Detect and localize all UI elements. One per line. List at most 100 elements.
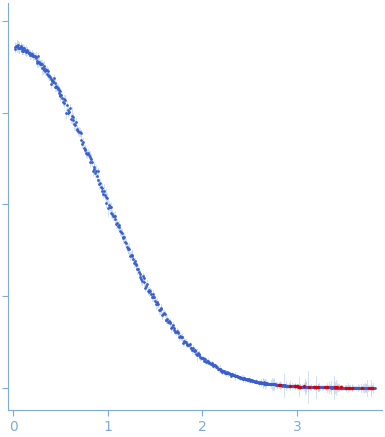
Point [43,67,49,74]
Point [325,384,331,391]
Point [288,382,294,389]
Point [226,370,233,377]
Point [55,86,61,93]
Point [21,45,27,52]
Point [360,384,367,391]
Point [345,384,351,391]
Point [222,369,228,376]
Point [211,362,217,369]
Point [50,77,56,84]
Point [358,384,364,391]
Point [154,301,160,308]
Point [270,381,276,388]
Point [307,383,313,390]
Point [330,384,336,391]
Point [225,370,231,377]
Point [217,365,223,372]
Point [207,360,213,367]
Point [370,384,376,391]
Point [253,378,259,385]
Point [19,45,25,52]
Point [181,338,187,345]
Point [244,376,251,383]
Point [30,52,36,59]
Point [129,252,135,259]
Point [48,80,54,87]
Point [285,382,291,389]
Point [82,146,88,153]
Point [137,274,144,281]
Point [163,316,169,323]
Point [327,384,333,391]
Point [348,384,355,391]
Point [305,383,311,390]
Point [320,384,326,391]
Point [289,383,295,390]
Point [340,384,346,391]
Point [12,43,18,50]
Point [34,59,40,66]
Point [306,383,313,390]
Point [298,383,305,390]
Point [84,151,90,158]
Point [132,261,139,268]
Point [27,51,33,58]
Point [60,96,67,103]
Point [350,384,356,391]
Point [370,384,377,391]
Point [335,384,341,391]
Point [292,383,298,390]
Point [128,252,134,259]
Point [315,384,321,391]
Point [173,329,179,336]
Point [328,384,334,391]
Point [350,384,356,391]
Point [262,380,268,387]
Point [35,59,41,66]
Point [287,382,293,389]
Point [331,384,337,391]
Point [172,328,178,335]
Point [186,342,192,349]
Point [138,275,144,282]
Point [213,363,219,370]
Point [219,368,225,375]
Point [362,384,368,391]
Point [26,49,32,56]
Point [39,61,45,68]
Point [150,291,156,298]
Point [331,384,338,391]
Point [184,342,191,349]
Point [142,284,148,291]
Point [47,76,54,83]
Point [238,375,244,382]
Point [230,371,236,378]
Point [98,184,104,191]
Point [234,372,240,379]
Point [277,382,283,388]
Point [294,383,300,390]
Point [355,384,361,391]
Point [259,379,265,386]
Point [83,150,89,157]
Point [344,384,350,391]
Point [45,68,51,75]
Point [158,305,164,312]
Point [268,381,275,388]
Point [164,316,170,323]
Point [180,340,186,347]
Point [248,377,254,384]
Point [251,378,257,385]
Point [64,101,70,108]
Point [254,378,260,385]
Point [266,380,273,387]
Point [329,384,335,391]
Point [37,59,43,66]
Point [32,54,38,61]
Point [13,43,19,50]
Point [108,203,114,210]
Point [17,42,23,49]
Point [65,110,72,117]
Point [271,381,277,388]
Point [16,45,22,52]
